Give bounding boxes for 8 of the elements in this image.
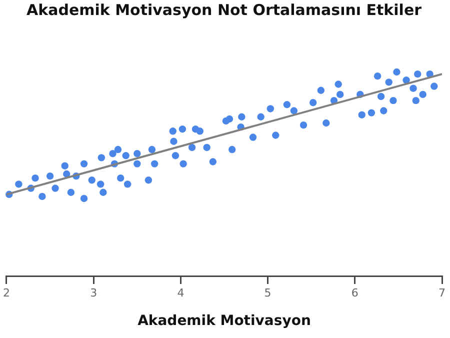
x-tick-label: 2 [3,286,10,300]
x-tick-label: 6 [351,286,358,300]
x-tick-label: 7 [438,286,446,300]
x-tick-label: 3 [90,286,98,300]
chart-title: Akademik Motivasyon Not Ortalamasını Etkiler [26,0,422,19]
x-axis-title: Akademik Motivasyon [138,313,311,330]
x-tick-label: 5 [264,286,272,300]
x-tick-label: 4 [177,286,184,300]
